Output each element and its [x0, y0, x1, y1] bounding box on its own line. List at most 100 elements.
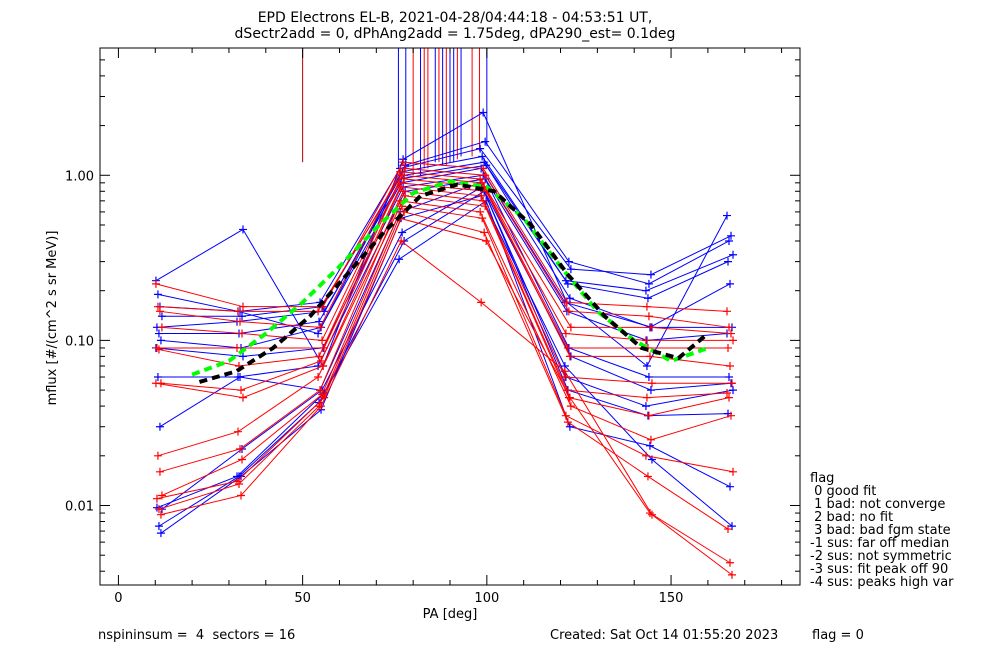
data-point — [643, 294, 652, 303]
series-line — [160, 240, 733, 576]
data-point — [726, 361, 734, 370]
created-timestamp: Created: Sat Oct 14 01:55:20 2023 — [550, 628, 779, 643]
series-line — [159, 148, 732, 312]
data-point — [480, 228, 489, 237]
series-line — [155, 111, 728, 368]
data-point — [565, 352, 574, 361]
data-point — [564, 307, 573, 316]
series-line — [159, 200, 732, 473]
data-point — [397, 182, 406, 191]
axes: 0 50 100 150 0.01 0.10 1.00 — [65, 47, 801, 606]
data-point — [564, 257, 573, 266]
series-red-15 — [153, 164, 733, 332]
data-point — [476, 144, 485, 153]
series-line — [156, 190, 729, 509]
data-point — [237, 386, 245, 395]
data-point — [729, 336, 737, 345]
series-blue-6 — [156, 164, 736, 352]
series-blue-1 — [153, 137, 733, 338]
flag-status: flag = 0 — [812, 628, 864, 643]
data-point — [481, 171, 490, 180]
data-point — [399, 187, 408, 196]
data-point — [234, 307, 242, 316]
data-point — [316, 386, 325, 395]
legend-item: 0 good fit — [810, 484, 877, 499]
data-point — [482, 236, 491, 245]
series-line — [157, 178, 729, 378]
data-point — [729, 386, 737, 395]
data-point — [645, 352, 654, 361]
data-point — [644, 279, 653, 288]
data-point — [647, 510, 656, 519]
data-point — [476, 174, 485, 183]
series-red-18 — [152, 174, 732, 352]
data-point — [641, 336, 650, 345]
x-axis-label: PA [deg] — [423, 607, 478, 622]
data-point — [237, 491, 245, 500]
data-point — [641, 451, 650, 460]
data-point — [645, 441, 654, 450]
data-point — [239, 352, 247, 361]
data-point — [238, 455, 246, 464]
legend-heading: flag — [810, 471, 835, 486]
data-point — [566, 323, 575, 332]
data-point — [157, 323, 166, 332]
series-line — [161, 205, 734, 496]
data-point — [641, 402, 650, 411]
data-point — [725, 323, 733, 332]
data-point — [723, 389, 731, 398]
data-point — [642, 302, 651, 311]
data-point — [153, 302, 162, 311]
series-red-24 — [157, 202, 737, 500]
series-line — [158, 217, 731, 564]
data-point — [479, 108, 488, 117]
legend-item: -1 sus: far off median — [810, 536, 950, 551]
footer-info: nspininsum = 4 sectors = 16 — [98, 628, 296, 643]
data-point — [729, 250, 737, 259]
legend-item: -3 sus: fit peak off 90 — [810, 562, 949, 577]
data-point — [724, 525, 732, 534]
data-point — [315, 317, 324, 326]
data-point — [314, 329, 323, 338]
data-point — [727, 329, 735, 338]
data-point — [154, 329, 163, 338]
chart-title-line2: dSectr2add = 0, dPhAng2add = 1.75deg, dP… — [235, 26, 676, 42]
data-point — [723, 211, 731, 220]
data-point — [646, 323, 655, 332]
data-point — [724, 343, 732, 352]
legend-item: -2 sus: not symmetric — [810, 549, 952, 564]
series-line — [156, 161, 729, 328]
data-point — [155, 467, 164, 476]
data-point — [154, 345, 163, 354]
data-point — [728, 570, 736, 579]
data-point — [561, 329, 570, 338]
data-point — [399, 158, 408, 167]
series-line — [157, 140, 730, 335]
data-point — [728, 379, 736, 388]
data-point — [647, 379, 656, 388]
data-point — [236, 317, 244, 326]
data-point — [644, 373, 653, 382]
data-point — [479, 164, 488, 173]
data-point — [726, 558, 734, 567]
data-point — [481, 202, 490, 211]
y-tick-label: 0.01 — [65, 500, 94, 515]
y-axis-label: mflux [#/(cm^2 s sr MeV)] — [45, 231, 60, 406]
series-blue-4 — [152, 158, 732, 332]
series-red-22 — [153, 191, 733, 460]
data-point — [395, 178, 404, 187]
series-line — [159, 182, 732, 428]
data-point — [401, 164, 410, 173]
data-point — [236, 373, 244, 382]
series-line — [161, 155, 734, 317]
series-red-26 — [154, 214, 734, 567]
data-point — [157, 312, 166, 321]
data-point — [153, 373, 162, 382]
series-line — [161, 186, 734, 510]
data-point — [725, 236, 733, 245]
plot-area — [151, 48, 737, 579]
y-tick-label: 1.00 — [65, 169, 94, 184]
series-line — [156, 211, 729, 530]
data-point — [725, 373, 733, 382]
data-point — [477, 191, 486, 200]
